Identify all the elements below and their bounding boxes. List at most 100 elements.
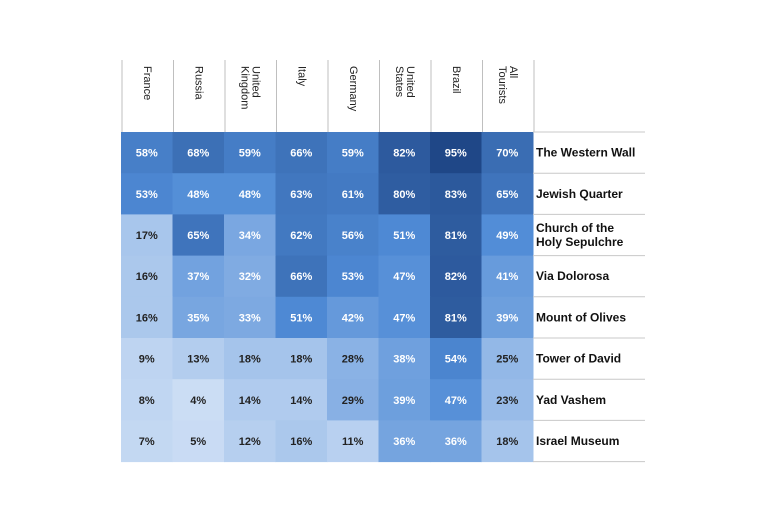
column-label-brazil: Brazil xyxy=(450,66,462,94)
heatmap-cell xyxy=(172,214,225,257)
heatmap-cell xyxy=(481,338,534,380)
column-label-united-states: United xyxy=(404,66,416,98)
heatmap-cell xyxy=(327,296,379,339)
cell-value-label: 53% xyxy=(136,189,158,201)
heatmap-cell xyxy=(172,255,225,298)
heatmap-cell xyxy=(430,173,482,215)
row-label-jewish-quarter: Jewish Quarter xyxy=(536,187,623,201)
cell-value-label: 41% xyxy=(496,271,518,283)
heatmap-cell xyxy=(430,296,482,339)
cell-value-label: 16% xyxy=(290,436,312,448)
cell-value-label: 36% xyxy=(393,436,415,448)
row-dividers xyxy=(533,131,645,463)
cell-value-label: 13% xyxy=(187,354,209,366)
heatmap-cell xyxy=(172,379,225,421)
heatmap-cell xyxy=(327,214,379,257)
cell-value-label: 51% xyxy=(393,230,415,242)
heatmap-cell xyxy=(275,338,328,380)
cell-value-label: 48% xyxy=(187,189,209,201)
cell-value-label: 4% xyxy=(190,395,206,407)
cell-value-label: 23% xyxy=(496,395,518,407)
heatmap-cell xyxy=(430,379,482,421)
column-label-all-tourists: All xyxy=(507,66,519,78)
heatmap-cell xyxy=(224,420,276,463)
row-label-church-of-the-holy-sepulchre: Holy Sepulchre xyxy=(536,235,624,249)
heatmap-cell xyxy=(224,379,276,421)
cell-value-label: 35% xyxy=(187,312,209,324)
column-label-united-kingdom: Kingdom xyxy=(238,66,250,109)
cell-value-label: 28% xyxy=(342,354,364,366)
heatmap-cell xyxy=(121,132,173,174)
heatmap-cell xyxy=(378,173,431,215)
heatmap-cells: 58% 68% 59% 66% 59% 82% 95% 70% 53% 48% 48% 63% 61% 8… xyxy=(121,132,534,463)
heatmap-cell xyxy=(481,296,534,339)
cell-value-label: 68% xyxy=(187,148,209,160)
cell-value-label: 5% xyxy=(190,436,206,448)
cell-value-label: 56% xyxy=(342,230,364,242)
cell-value-label: 47% xyxy=(393,271,415,283)
cell-value-label: 65% xyxy=(187,230,209,242)
heatmap-cell xyxy=(121,296,173,339)
cell-value-label: 62% xyxy=(290,230,312,242)
heatmap-cell xyxy=(481,214,534,257)
heatmap-cell xyxy=(224,296,276,339)
heatmap-cell xyxy=(430,420,482,463)
heatmap-cell xyxy=(172,338,225,380)
heatmap-cell xyxy=(327,132,379,174)
row-label-via-dolorosa: Via Dolorosa xyxy=(536,269,609,283)
cell-value-label: 16% xyxy=(136,312,158,324)
heatmap-cell xyxy=(378,338,431,380)
cell-value-label: 59% xyxy=(239,148,261,160)
column-label-france: France xyxy=(141,66,153,100)
column-label-all-tourists: Tourists xyxy=(496,66,508,104)
heatmap-cell xyxy=(224,132,276,174)
cell-value-label: 59% xyxy=(342,148,364,160)
cell-value-label: 14% xyxy=(239,395,261,407)
heatmap-cell xyxy=(121,255,173,298)
heatmap-cell xyxy=(481,255,534,298)
heatmap-cell xyxy=(121,173,173,215)
heatmap-cell xyxy=(481,173,534,215)
heatmap-cell xyxy=(275,420,328,463)
heatmap-cell xyxy=(224,173,276,215)
cell-value-label: 39% xyxy=(496,312,518,324)
cell-value-label: 63% xyxy=(290,189,312,201)
row-label-the-western-wall: The Western Wall xyxy=(536,146,635,160)
cell-value-label: 65% xyxy=(496,189,518,201)
cell-value-label: 81% xyxy=(445,230,467,242)
heatmap-cell xyxy=(224,255,276,298)
cell-value-label: 16% xyxy=(136,271,158,283)
row-label-tower-of-david: Tower of David xyxy=(536,352,621,366)
cell-value-label: 54% xyxy=(445,354,467,366)
heatmap-cell xyxy=(481,379,534,421)
heatmap-cell xyxy=(327,379,379,421)
cell-value-label: 47% xyxy=(445,395,467,407)
cell-value-label: 42% xyxy=(342,312,364,324)
cell-value-label: 49% xyxy=(496,230,518,242)
heatmap-cell xyxy=(121,420,173,463)
cell-value-label: 82% xyxy=(445,271,467,283)
cell-value-label: 53% xyxy=(342,271,364,283)
cell-value-label: 47% xyxy=(393,312,415,324)
heatmap-cell xyxy=(430,255,482,298)
cell-value-label: 18% xyxy=(239,354,261,366)
cell-value-label: 9% xyxy=(139,354,155,366)
cell-value-label: 66% xyxy=(290,271,312,283)
heatmap-cell xyxy=(481,420,534,463)
column-label-germany: Germany xyxy=(347,66,359,112)
column-label-united-states: States xyxy=(393,66,405,98)
heatmap-cell xyxy=(275,379,328,421)
cell-value-label: 95% xyxy=(445,148,467,160)
heatmap-cell xyxy=(224,338,276,380)
heatmap-cell xyxy=(172,420,225,463)
heatmap-cell xyxy=(327,255,379,298)
heatmap-cell xyxy=(378,214,431,257)
cell-value-label: 51% xyxy=(290,312,312,324)
cell-value-label: 82% xyxy=(393,148,415,160)
heatmap-cell xyxy=(121,338,173,380)
row-label-israel-museum: Israel Museum xyxy=(536,434,619,448)
heatmap-cell xyxy=(275,214,328,257)
cell-value-label: 37% xyxy=(187,271,209,283)
